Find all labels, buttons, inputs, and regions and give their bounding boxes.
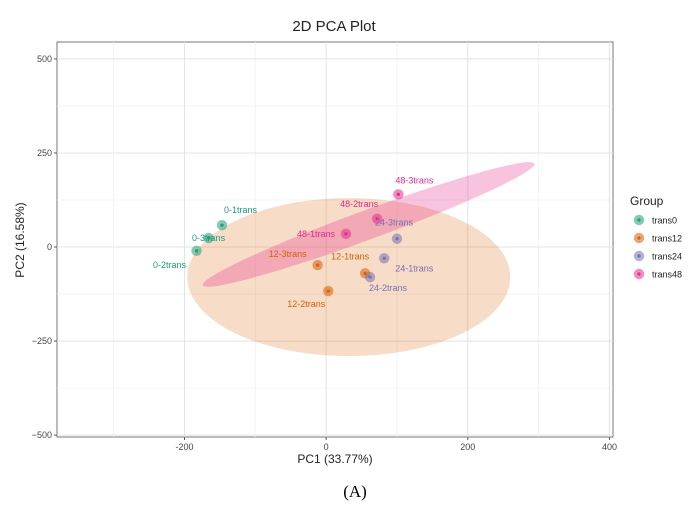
legend-label-trans24: trans24 xyxy=(652,252,682,262)
legend-key-core-trans12 xyxy=(637,236,641,240)
point-core-12-2trans xyxy=(326,289,330,293)
legend-key-core-trans24 xyxy=(637,254,641,258)
legend: Group trans0 trans12 trans24 trans48 xyxy=(630,194,682,280)
point-core-0-3trans xyxy=(206,236,211,240)
point-core-24-2trans xyxy=(368,275,372,279)
y-axis-label: PC2 (16.58%) xyxy=(13,202,27,277)
x-tick-label: 400 xyxy=(602,442,617,452)
point-label-12-3trans: 12-3trans xyxy=(269,249,308,259)
point-label-48-2trans: 48-2trans xyxy=(340,199,379,209)
y-tick-label: −250 xyxy=(32,336,52,346)
point-core-48-2trans xyxy=(375,217,379,221)
point-label-48-3trans: 48-3trans xyxy=(395,175,434,185)
x-tick-label: -200 xyxy=(175,442,193,452)
x-tick-label: 0 xyxy=(324,442,329,452)
x-axis-ticks: -200 0 200 400 xyxy=(175,437,617,452)
point-core-24-3trans xyxy=(395,237,399,241)
point-label-24-2trans: 24-2trans xyxy=(369,283,408,293)
point-label-0-3trans: 0-3trans xyxy=(192,233,226,243)
y-tick-label: 0 xyxy=(47,242,52,252)
chart-title: 2D PCA Plot xyxy=(292,18,376,35)
ellipse-trans48 xyxy=(202,162,535,287)
legend-label-trans12: trans12 xyxy=(652,234,682,244)
point-core-12-3trans xyxy=(316,263,320,267)
legend-label-trans0: trans0 xyxy=(652,216,677,226)
y-tick-label: −500 xyxy=(32,430,52,440)
point-core-0-1trans xyxy=(220,223,224,227)
point-labels: 0-1trans 0-2trans 0-3trans 12-1trans 12-2tra… xyxy=(153,175,434,309)
point-core-0-2trans xyxy=(194,249,199,253)
data-points xyxy=(191,189,404,297)
confidence-ellipses xyxy=(187,162,535,357)
y-tick-label: 500 xyxy=(37,54,52,64)
point-core-48-3trans xyxy=(396,192,400,196)
y-tick-label: 250 xyxy=(37,148,52,158)
x-tick-label: 200 xyxy=(460,442,475,452)
point-label-12-1trans: 12-1trans xyxy=(331,251,370,261)
x-axis-label: PC1 (33.77%) xyxy=(297,452,372,466)
figure-caption: (A) xyxy=(343,482,367,501)
legend-title: Group xyxy=(630,194,664,208)
point-label-48-1trans: 48-1trans xyxy=(297,229,336,239)
legend-label-trans48: trans48 xyxy=(652,270,682,280)
point-label-0-2trans: 0-2trans xyxy=(153,260,187,270)
point-label-24-3trans: 24-3trans xyxy=(375,218,414,228)
point-label-12-2trans: 12-2trans xyxy=(287,299,326,309)
gridlines xyxy=(57,42,613,437)
point-core-24-1trans xyxy=(382,256,386,260)
plot-panel xyxy=(56,41,614,438)
point-core-48-1trans xyxy=(344,232,348,236)
point-label-0-1trans: 0-1trans xyxy=(224,205,258,215)
point-label-24-1trans: 24-1trans xyxy=(395,263,434,273)
legend-key-core-trans0 xyxy=(637,218,641,222)
ellipse-trans12 xyxy=(187,198,511,357)
y-axis-ticks: −500 −250 0 250 500 xyxy=(32,54,57,440)
legend-key-core-trans48 xyxy=(637,272,641,276)
